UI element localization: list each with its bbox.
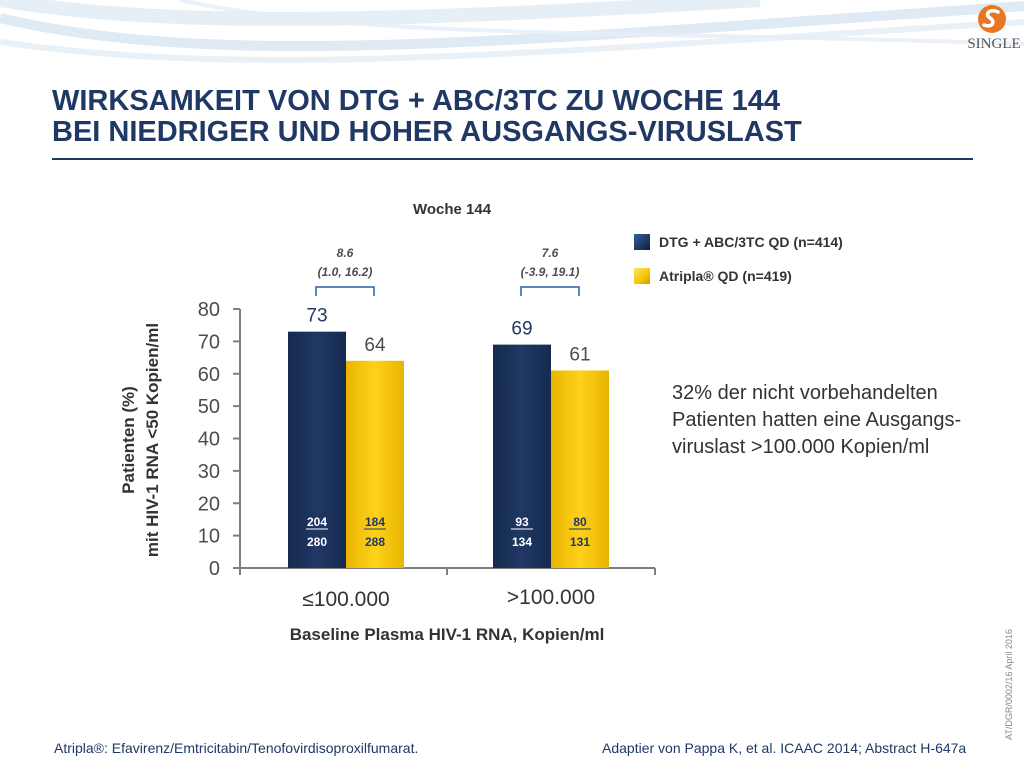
bar-fraction-numerator: 204: [307, 515, 327, 529]
difference-ci: (1.0, 16.2): [318, 265, 373, 279]
y-tick-label: 70: [198, 331, 220, 353]
bar-fraction-denominator: 280: [307, 535, 327, 549]
slide-title: WIRKSAMKEIT VON DTG + ABC/3TC ZU WOCHE 1…: [52, 86, 982, 148]
y-tick-label: 20: [198, 493, 220, 515]
difference-value: 7.6: [542, 246, 559, 260]
title-line-1: WIRKSAMKEIT VON DTG + ABC/3TC ZU WOCHE 1…: [52, 85, 781, 117]
y-tick-label: 40: [198, 429, 220, 451]
bar-dtg: [493, 344, 551, 568]
y-axis-label-line-2: mit HIV-1 RNA <50 Kopien/ml: [143, 323, 162, 557]
legend-label-atripla: Atripla® QD (n=419): [659, 268, 792, 284]
y-tick-label: 80: [198, 299, 220, 321]
bar-fraction-denominator: 288: [365, 535, 385, 549]
chart-legend: DTG + ABC/3TC QD (n=414) Atripla® QD (n=…: [634, 232, 843, 300]
legend-swatch-atripla: [634, 268, 650, 284]
legend-item-dtg: DTG + ABC/3TC QD (n=414): [634, 232, 843, 252]
difference-value: 8.6: [337, 246, 354, 260]
difference-ci: (-3.9, 19.1): [521, 265, 580, 279]
bar-fraction-numerator: 80: [573, 515, 587, 529]
difference-bracket: [520, 286, 580, 296]
y-tick-label: 50: [198, 396, 220, 418]
bar-value-label: 61: [569, 345, 590, 366]
bar-value-label: 69: [511, 319, 532, 340]
baseline-note: 32% der nicht vorbehandelten Patienten h…: [672, 382, 962, 458]
logo-wordmark: SINGLE: [967, 36, 1021, 52]
bar-fraction-denominator: 134: [512, 535, 532, 549]
bar-dtg: [288, 331, 346, 568]
bar-fraction-denominator: 131: [570, 535, 590, 549]
footer-reference: Adaptier von Pappa K, et al. ICAAC 2014;…: [602, 740, 967, 756]
document-code: AT/DGR/0002/16 April 2016: [1004, 629, 1014, 740]
bar-fraction-numerator: 184: [365, 515, 385, 529]
y-tick-label: 60: [198, 364, 220, 386]
legend-label-dtg: DTG + ABC/3TC QD (n=414): [659, 234, 843, 250]
y-axis-label-line-1: Patienten (%): [119, 386, 138, 494]
chart-title: Woche 144: [413, 201, 492, 218]
title-underline: [52, 158, 973, 160]
y-tick-label: 0: [209, 558, 220, 580]
legend-swatch-dtg: [634, 234, 650, 250]
title-line-2: BEI NIEDRIGER UND HOHER AUSGANGS-VIRUSLA…: [52, 116, 802, 148]
x-category-label: >100.000: [507, 586, 595, 609]
bar-atripla: [346, 360, 404, 568]
footer-atripla-definition: Atripla®: Efavirenz/Emtricitabin/Tenofov…: [54, 740, 419, 756]
bar-value-label: 73: [306, 306, 327, 327]
bar-fraction-numerator: 93: [515, 515, 529, 529]
difference-bracket: [315, 286, 375, 296]
y-tick-label: 10: [198, 526, 220, 548]
x-category-label: ≤100.000: [302, 588, 389, 611]
x-axis-label: Baseline Plasma HIV-1 RNA, Kopien/ml: [290, 625, 605, 644]
single-logo: [978, 5, 1006, 33]
legend-item-atripla: Atripla® QD (n=419): [634, 266, 843, 286]
bar-atripla: [551, 370, 609, 568]
bar-value-label: 64: [364, 335, 386, 356]
y-tick-label: 30: [198, 461, 220, 483]
